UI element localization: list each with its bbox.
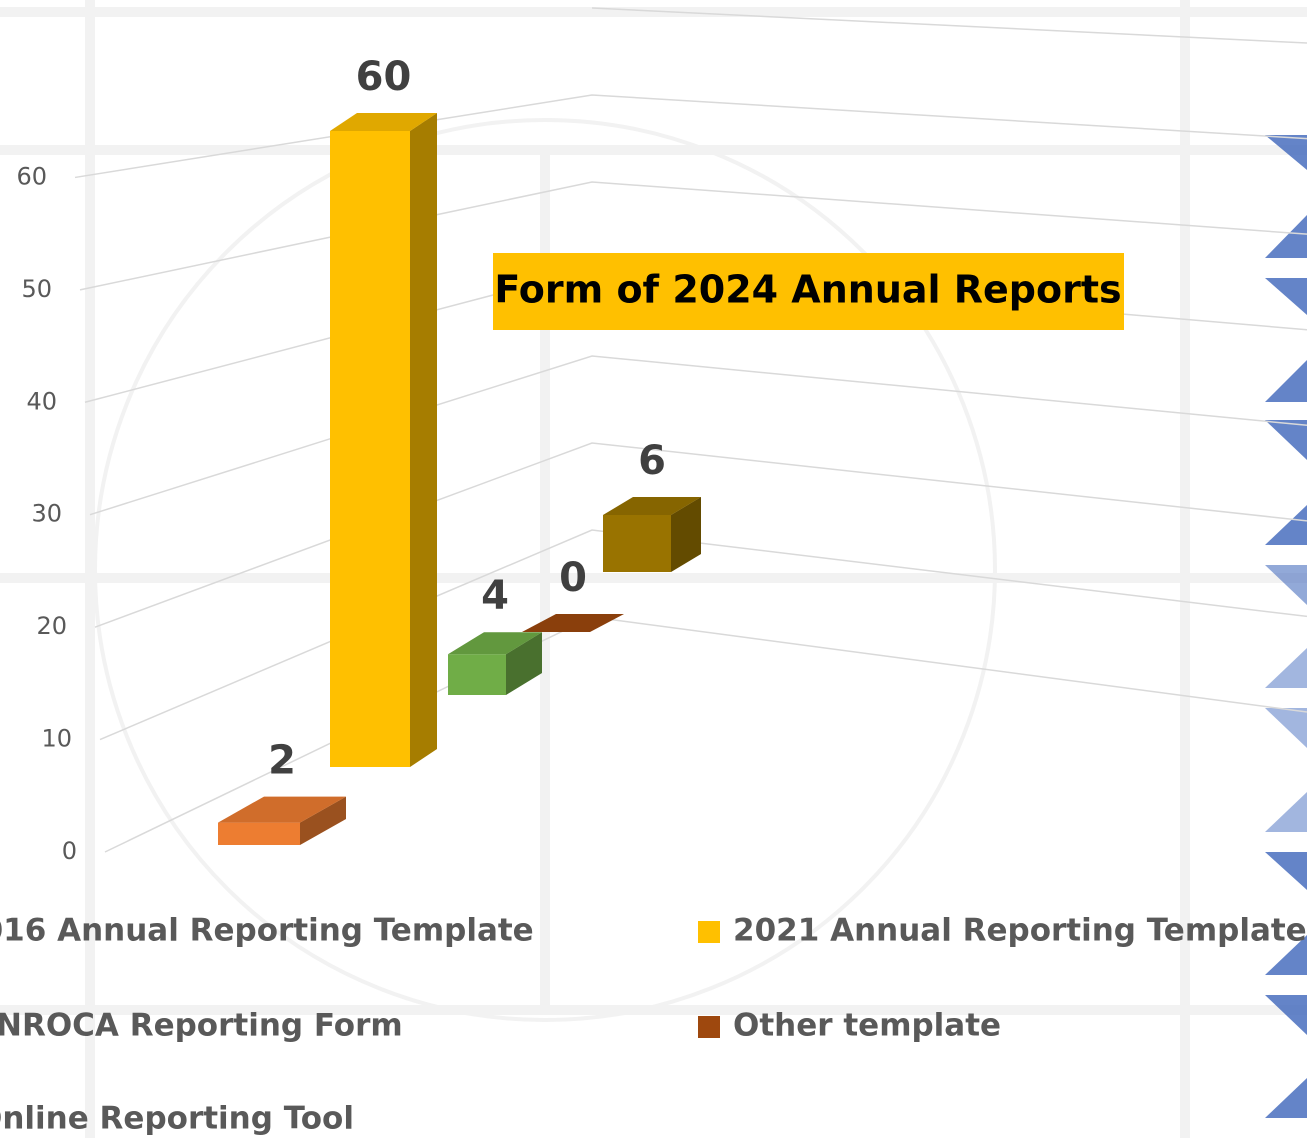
bar-top-shade bbox=[522, 614, 624, 632]
grid-line bbox=[94, 442, 1307, 628]
legend-label: NROCA Reporting Form bbox=[0, 1008, 403, 1044]
bar-side-shade bbox=[300, 796, 346, 845]
legend: 2016 Annual Reporting Template 2021 Annua… bbox=[0, 913, 1307, 1137]
bar-side-shade bbox=[410, 113, 437, 767]
y-tick-label: 0 bbox=[62, 837, 77, 865]
y-tick-label: 50 bbox=[21, 275, 52, 303]
bar-front bbox=[448, 654, 506, 695]
bar-top bbox=[448, 632, 542, 655]
bar-top bbox=[603, 497, 701, 515]
bar-top-shade bbox=[218, 796, 346, 823]
value-label: 4 bbox=[481, 573, 509, 619]
legend-label: Other template bbox=[733, 1008, 1001, 1044]
legend-label: Online Reporting Tool bbox=[0, 1101, 354, 1137]
bar-top bbox=[330, 113, 437, 131]
grid-line bbox=[89, 355, 1307, 516]
legend-label: 2021 Annual Reporting Template bbox=[733, 913, 1307, 949]
bar-side bbox=[300, 796, 346, 845]
value-label: 0 bbox=[559, 555, 587, 601]
bar-side-shade bbox=[506, 632, 542, 695]
legend-swatch bbox=[698, 1016, 720, 1038]
bar-side bbox=[410, 113, 437, 767]
bar-side-shade bbox=[671, 497, 701, 572]
value-label: 6 bbox=[638, 438, 666, 484]
grid-line bbox=[79, 181, 1307, 291]
bar-side bbox=[506, 632, 542, 695]
side-decor bbox=[1265, 135, 1307, 1118]
grid-line bbox=[99, 529, 1307, 741]
value-label: 2 bbox=[268, 738, 296, 784]
bar-front bbox=[218, 822, 300, 845]
bar-front bbox=[603, 515, 671, 572]
bar-front bbox=[330, 131, 410, 767]
bar-top bbox=[522, 614, 624, 632]
legend-swatch bbox=[698, 921, 720, 943]
bar-top-shade bbox=[330, 113, 437, 131]
bar-top-shade bbox=[603, 497, 701, 515]
y-tick-label: 30 bbox=[31, 500, 62, 528]
bar-top bbox=[218, 796, 346, 823]
legend-label: 2016 Annual Reporting Template bbox=[0, 913, 534, 949]
value-label: 60 bbox=[356, 54, 412, 100]
chart-title: Form of 2024 Annual Reports bbox=[494, 268, 1121, 312]
wall-edge bbox=[591, 7, 1307, 44]
y-tick-label: 20 bbox=[36, 612, 67, 640]
grid-line bbox=[74, 94, 1307, 179]
y-tick-label: 10 bbox=[41, 725, 72, 753]
y-tick-label: 40 bbox=[26, 387, 57, 415]
y-tick-label: 60 bbox=[16, 162, 47, 190]
bars: 2 60 4 0 6 bbox=[218, 54, 701, 845]
bar-top-shade bbox=[448, 632, 542, 655]
bar-side bbox=[671, 497, 701, 572]
title-box bbox=[493, 253, 1124, 330]
